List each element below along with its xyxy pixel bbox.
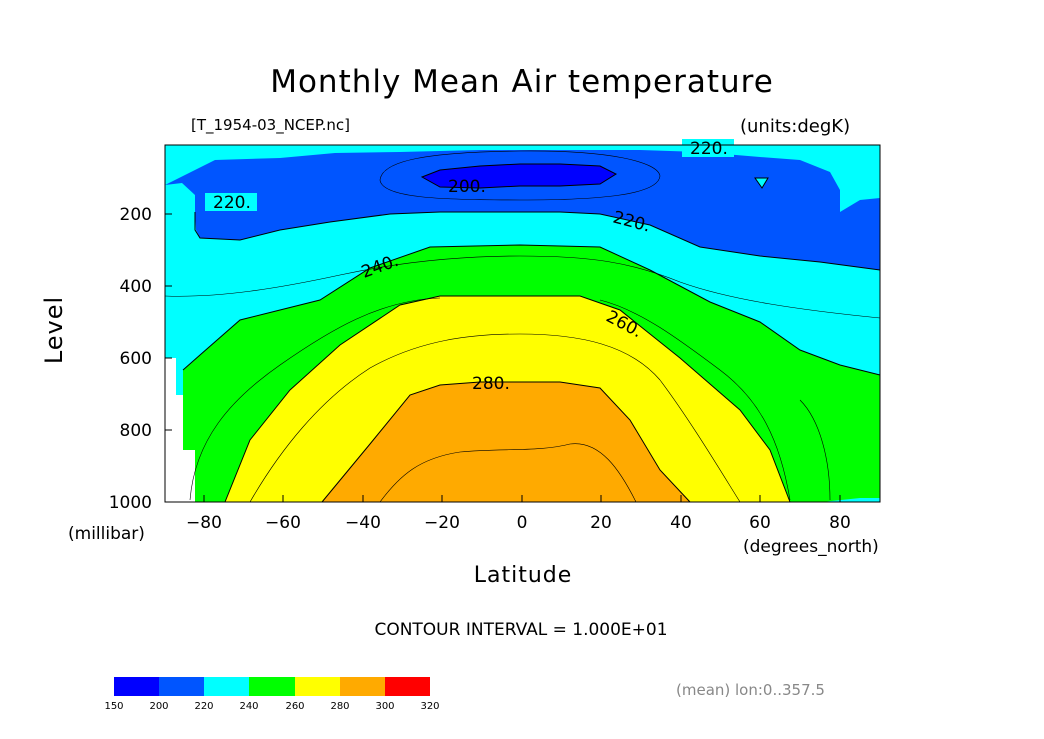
fill-band-150-200	[422, 164, 616, 188]
contour-line-250	[189, 297, 831, 501]
colorbar-tick-label: 200	[149, 701, 168, 712]
x-tick-label: 40	[670, 513, 692, 533]
contour-label: 200.	[448, 177, 486, 197]
source-file-label: [T_1954-03_NCEP.nc]	[191, 116, 350, 134]
units-label: (units:degK)	[740, 116, 851, 137]
x-tick-label: 0	[517, 513, 528, 533]
contour-label: 220.	[690, 139, 728, 159]
x-tick-label: −40	[345, 513, 381, 533]
y-tick-label: 200	[120, 205, 152, 225]
y-tick-label: 1000	[109, 493, 152, 513]
colorbar-tick-label: 260	[285, 701, 304, 712]
colorbar-swatch	[385, 677, 430, 696]
colorbar-swatch	[204, 677, 249, 696]
plot-area: 220. 200. 220. 220. 240. 260. 280.	[164, 139, 881, 503]
x-tick-label: −80	[186, 513, 222, 533]
contour-line-290	[379, 443, 637, 503]
contour-line-260	[224, 295, 791, 503]
cyan-marker-triangle	[754, 177, 769, 189]
x-tick-label: −60	[265, 513, 301, 533]
y-axis-units: (millibar)	[68, 524, 145, 544]
contour-label-bg	[205, 193, 257, 211]
colorbar-swatch	[114, 677, 159, 696]
x-tick-label: 60	[749, 513, 771, 533]
contour-line-240	[182, 244, 881, 376]
x-axis: −80 −60 −40 −20 0 20 40 60 80	[186, 495, 851, 533]
contour-label: 220.	[213, 193, 251, 213]
x-axis-units: (degrees_north)	[743, 537, 879, 557]
x-tick-label: 80	[829, 513, 851, 533]
contour-line-200	[420, 163, 618, 189]
contour-interval-note: CONTOUR INTERVAL = 1.000E+01	[374, 620, 668, 640]
contour-line-280	[321, 381, 691, 503]
colorbar-tick-label: 280	[330, 701, 349, 712]
mean-longitude-note: (mean) lon:0..357.5	[676, 681, 825, 699]
colorbar-swatch	[340, 677, 385, 696]
colorbar-tick-label: 300	[375, 701, 394, 712]
chart-title: Monthly Mean Air temperature	[270, 64, 774, 100]
colorbar-tick-label: 150	[104, 701, 123, 712]
x-tick-label: 20	[590, 513, 612, 533]
contour-line-270	[249, 333, 741, 503]
y-tick-label: 400	[120, 277, 152, 297]
colorbar-swatch	[295, 677, 340, 696]
contour-label: 280.	[472, 374, 510, 394]
x-axis-title: Latitude	[473, 563, 573, 588]
contour-lines	[164, 150, 881, 503]
y-tick-label: 800	[120, 421, 152, 441]
y-axis: 200 400 600 800 1000	[109, 205, 172, 513]
colorbar-tick-label: 320	[420, 701, 439, 712]
fill-band-200-220	[165, 150, 880, 270]
colorbar-swatch	[159, 677, 204, 696]
contour-line-210	[379, 150, 661, 201]
colorbar-tick-label: 220	[194, 701, 213, 712]
y-tick-label: 600	[120, 349, 152, 369]
colorbar-swatch	[249, 677, 295, 696]
missing-data-patch	[165, 358, 195, 502]
contour-line-220	[194, 211, 881, 271]
contour-label-bg	[682, 139, 734, 157]
contour-line-230	[164, 255, 881, 319]
fill-band-280-300	[322, 382, 690, 502]
colorbar: 150 200 220 240 260 280 300 320	[104, 677, 440, 712]
x-tick-label: −20	[424, 513, 460, 533]
colorbar-tick-label: 240	[239, 701, 258, 712]
